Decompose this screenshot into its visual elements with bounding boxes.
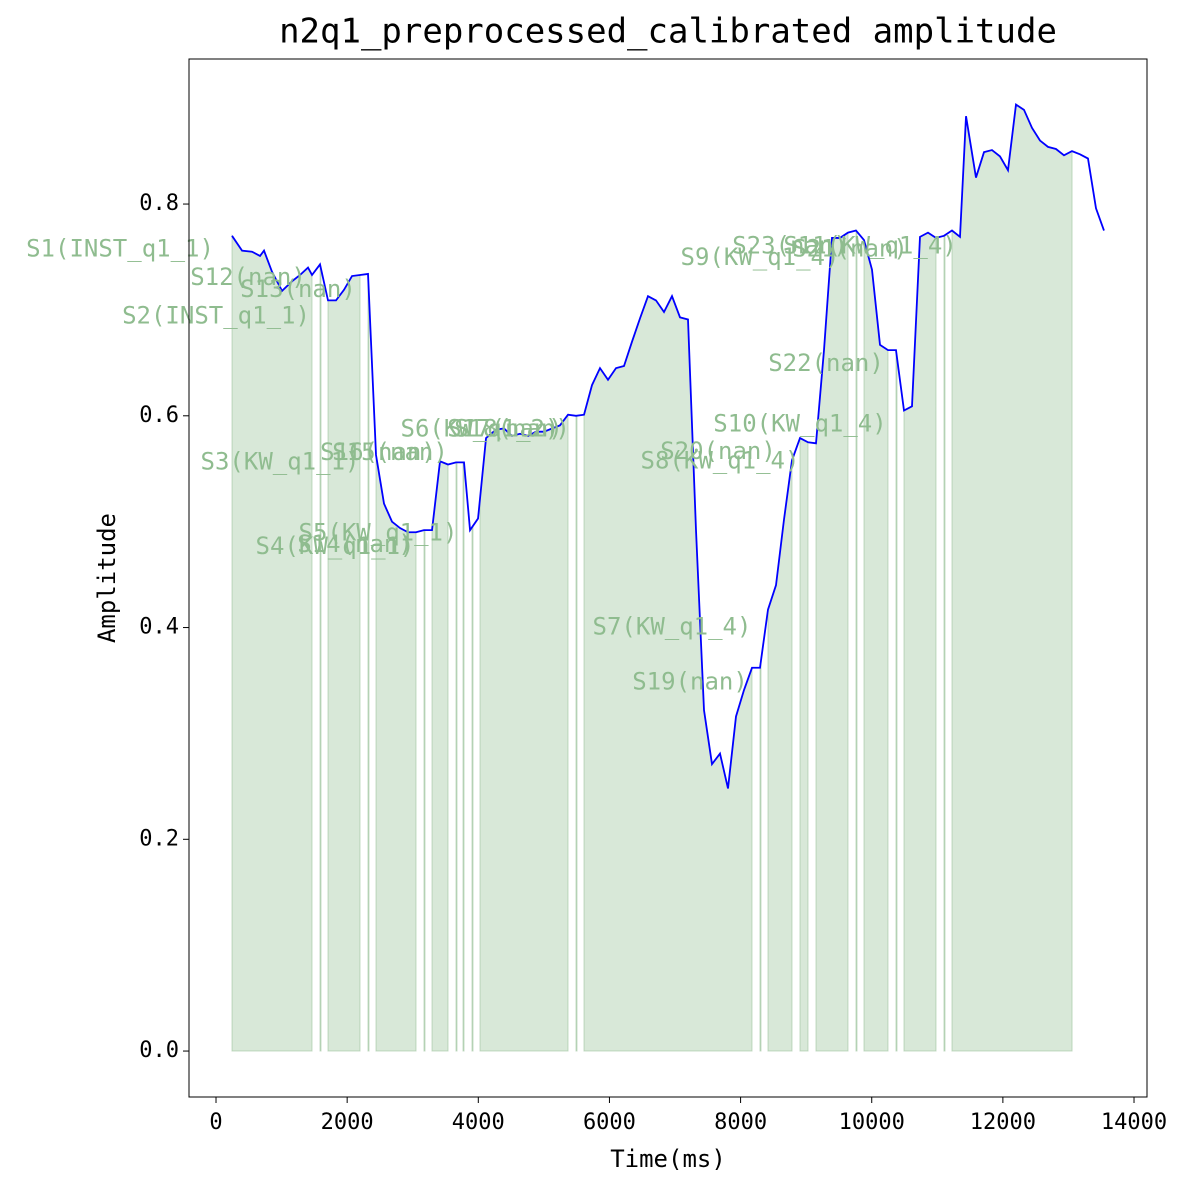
segment-area: [479, 413, 569, 1052]
segment-area: [231, 234, 313, 1052]
segment-label: S1(INST_q1_1): [26, 235, 214, 263]
segment-area: [319, 264, 322, 1052]
segment-label: S7(KW_q1_4): [593, 613, 752, 641]
segment-label: S11(KW_q1_4): [783, 231, 956, 259]
y-axis-label: Amplitude: [93, 513, 121, 643]
segment-label: S16(nan): [320, 438, 436, 466]
segment-label: S13(nan): [240, 275, 356, 303]
segment-area: [471, 524, 474, 1052]
segment-label: S6(KW_q1_2): [401, 415, 560, 443]
y-tick-label: 0.2: [139, 826, 179, 851]
segment-area: [367, 273, 370, 1052]
segment-area: [455, 461, 458, 1052]
segment-area: [759, 660, 762, 1052]
segment-label: S21(nan): [792, 235, 908, 263]
x-tick-label: 2000: [321, 1110, 374, 1135]
segment-label: S14(nan): [297, 530, 413, 558]
segment-label: S8(KW_q1_4): [641, 446, 800, 474]
segment-area: [903, 232, 937, 1052]
segment-label: S15(nan): [332, 438, 448, 466]
x-tick-label: 0: [209, 1110, 222, 1135]
x-tick-label: 14000: [1101, 1110, 1167, 1135]
y-tick-label: 0.0: [139, 1038, 179, 1063]
segment-label: S12(nan): [190, 263, 306, 291]
segment-label: S5(KW_q1_1): [299, 518, 458, 546]
segment-label: S18(nan): [454, 415, 570, 443]
segment-label: S17(nan): [447, 415, 563, 443]
x-tick-label: 10000: [839, 1110, 905, 1135]
segment-area: [895, 350, 898, 1052]
segment-area: [462, 461, 465, 1052]
x-tick-label: 8000: [714, 1110, 767, 1135]
segment-area: [423, 529, 426, 1052]
segment-label: S10(KW_q1_4): [713, 409, 886, 437]
segment-label: S2(INST_q1_1): [122, 301, 310, 329]
segment-area: [943, 234, 946, 1052]
segment-label: S3(KW_q1_1): [201, 447, 360, 475]
segment-area: [951, 103, 1073, 1052]
segment-label: S4(KW_q1_1): [256, 532, 415, 560]
y-tick-label: 0.6: [139, 403, 179, 428]
x-tick-label: 6000: [583, 1110, 636, 1135]
segment-area: [327, 274, 361, 1052]
segment-label: S22(nan): [768, 349, 884, 377]
segment-area: [575, 415, 578, 1052]
segment-label: S20(nan): [660, 437, 776, 465]
segment-area: [799, 437, 809, 1052]
x-tick-label: 12000: [970, 1110, 1036, 1135]
y-tick-label: 0.8: [139, 191, 179, 216]
line: [231, 102, 1105, 789]
segment-label: S9(KW_q1_4): [681, 243, 840, 271]
x-axis-label: Time(ms): [610, 1145, 726, 1173]
x-tick-label: 4000: [452, 1110, 505, 1135]
y-tick-label: 0.4: [139, 615, 179, 640]
plot-frame: [188, 58, 1148, 1098]
chart-title: n2q1_preprocessed_calibrated amplitude: [279, 12, 1057, 52]
segment-area: [431, 460, 449, 1052]
segment-label: S23(nan): [732, 231, 848, 259]
segment-label: S19(nan): [632, 668, 748, 696]
